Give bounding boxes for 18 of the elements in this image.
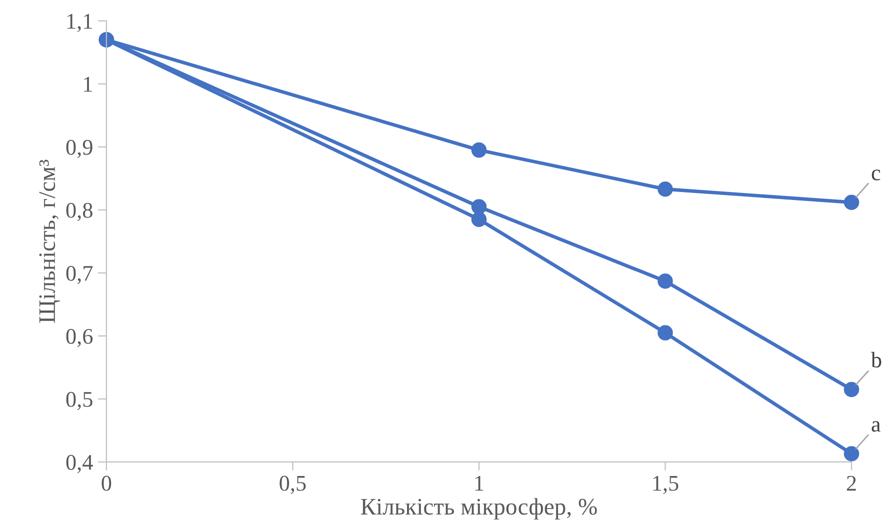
x-tick-label: 0,5 xyxy=(280,476,306,494)
x-tick-label: 1,5 xyxy=(653,476,678,494)
series-label: a xyxy=(872,421,881,432)
x-tick-label: 2 xyxy=(846,476,856,491)
y-axis-title: Щільність, г/см³ xyxy=(39,160,60,323)
y-tick-label: 0,5 xyxy=(66,392,92,410)
y-tick-label: 1 xyxy=(84,76,92,92)
x-axis-title: Кількість мікросфер, % xyxy=(360,498,597,520)
y-tick-label: 0,9 xyxy=(66,140,92,158)
y-tick-label: 1,1 xyxy=(67,14,92,32)
x-tick-label: 0 xyxy=(102,476,112,491)
y-tick-label: 0,6 xyxy=(66,328,93,348)
y-tick-label: 0,4 xyxy=(66,454,93,474)
y-tick-label: 0,7 xyxy=(66,266,93,284)
series-label: c xyxy=(872,170,880,180)
y-tick-label: 0,8 xyxy=(66,202,92,222)
series-label: b xyxy=(870,352,882,368)
x-tick-label: 1 xyxy=(475,476,484,491)
